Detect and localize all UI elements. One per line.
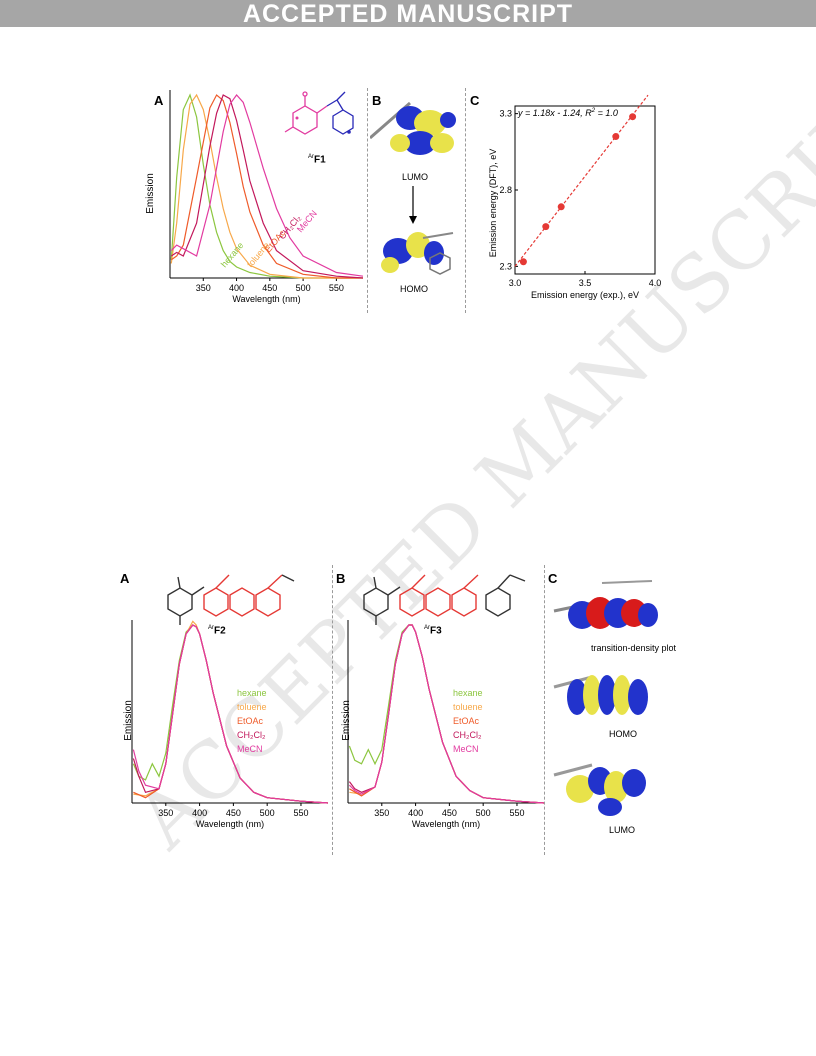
figure-2: A ArF2 Emission 350 400 450 500 550 Wavelengt…	[112, 565, 702, 855]
fig2-compound-a-label: ArF2	[208, 625, 226, 637]
homo-label: HOMO	[400, 284, 428, 294]
series-line-hexane	[170, 93, 363, 279]
fig1-divider-1	[367, 88, 368, 313]
series-line-mecn	[348, 624, 545, 804]
legend-entry-hexane: hexane	[237, 688, 267, 698]
data-point	[519, 258, 527, 266]
data-point	[629, 113, 637, 121]
fig1-compound-structure	[284, 91, 354, 135]
fig2-divider-1	[332, 565, 333, 855]
legend-entry-etoac: EtOAc	[453, 716, 480, 726]
x-tick-label: 3.5	[579, 278, 592, 288]
y-tick-label: 2.8	[499, 185, 512, 195]
x-tick-label: 350	[158, 808, 173, 818]
fig1-scatter-chart: 3.0 3.5 4.0 2.3 2.8 3.3 Emission energy (exp.)…	[499, 94, 661, 300]
y-tick-label: 2.3	[499, 261, 512, 271]
series-line-toluene	[349, 624, 545, 804]
fig1-a-ylabel: Emission	[144, 173, 156, 214]
x-tick-label: 500	[476, 808, 491, 818]
fig2-divider-2	[544, 565, 545, 855]
x-tick-label: 400	[408, 808, 423, 818]
series-line-toluene	[170, 93, 363, 279]
series-line-etoac	[349, 624, 545, 804]
series-line-ch2cl2	[170, 94, 364, 279]
accepted-manuscript-banner: ACCEPTED MANUSCRIPT	[0, 0, 816, 28]
fig2-panel-a-label: A	[120, 571, 130, 586]
x-tick-label: 550	[329, 283, 344, 293]
fig1-divider-2	[465, 88, 466, 313]
series-line-hexane	[348, 624, 545, 804]
legend-entry-toluene: toluene	[237, 702, 267, 712]
x-axis-label: Wavelength (nm)	[232, 294, 300, 304]
lumo-label: LUMO	[402, 172, 429, 182]
legend-entry-ch2cl2: CH₂Cl₂	[453, 730, 482, 740]
y-tick-label: 3.3	[499, 109, 512, 119]
data-point	[612, 133, 620, 141]
tdp-label: transition-density plot	[591, 643, 677, 653]
data-point	[542, 223, 550, 231]
fig2-lumo-orbital-image	[553, 763, 646, 816]
fig2-lumo-label: LUMO	[609, 825, 636, 835]
figure-1: A Emission 350 400 450 500 550 Wavelength (nm…	[140, 88, 680, 318]
legend-entry-etoac: EtOAc	[237, 716, 264, 726]
fig1-panel-b-label: B	[372, 93, 382, 108]
fig2-homo-label: HOMO	[609, 729, 637, 739]
homo-orbital-image	[381, 232, 454, 275]
x-tick-label: 500	[260, 808, 275, 818]
legend-entry-toluene: toluene	[453, 702, 483, 712]
x-tick-label: 400	[192, 808, 207, 818]
fig2-a-emission-chart: 350 400 450 500 550 Wavelength (nm) hexane tolu…	[131, 620, 329, 829]
x-tick-label: 4.0	[649, 278, 662, 288]
x-tick-label: 550	[509, 808, 524, 818]
x-axis-label: Wavelength (nm)	[196, 819, 264, 829]
fig2-compound-b-label: ArF3	[424, 625, 442, 637]
series-line-ch2cl2	[348, 624, 545, 804]
legend-entry-mecn: MeCN	[237, 744, 263, 754]
fig1-panel-c-label: C	[470, 93, 480, 108]
x-tick-label: 450	[442, 808, 457, 818]
fig1-panel-a-label: A	[154, 93, 164, 108]
fig1-c-equation: y = 1.18x - 1.24, R2 = 1.0	[518, 108, 618, 118]
x-tick-label: 350	[374, 808, 389, 818]
x-axis-label: Wavelength (nm)	[412, 819, 480, 829]
x-tick-label: 3.0	[509, 278, 522, 288]
lumo-orbital-image	[370, 101, 456, 155]
x-axis-label: Emission energy (exp.), eV	[531, 290, 639, 300]
x-tick-label: 350	[196, 283, 211, 293]
series-line-mecn	[132, 624, 329, 804]
fit-line	[514, 94, 649, 267]
fig2-panel-b-label: B	[336, 571, 346, 586]
legend-entry-mecn: MeCN	[453, 744, 479, 754]
fig2-compound-a-structure	[167, 574, 295, 625]
legend-entry-ch2cl2: CH₂Cl₂	[237, 730, 266, 740]
x-tick-label: 500	[296, 283, 311, 293]
legend-entry-hexane: hexane	[453, 688, 483, 698]
x-tick-label: 450	[262, 283, 277, 293]
arrow-down-icon	[409, 186, 417, 224]
fig2-panel-c-label: C	[548, 571, 558, 586]
data-point	[557, 203, 565, 211]
fig2-b-emission-chart: 350 400 450 500 550 Wavelength (nm) hexane tolu…	[347, 620, 545, 829]
series-line-mecn	[170, 94, 364, 277]
x-tick-label: 550	[293, 808, 308, 818]
x-tick-label: 400	[229, 283, 244, 293]
fig2-homo-orbital-image	[553, 675, 648, 715]
plot-frame	[514, 105, 656, 275]
x-tick-label: 450	[226, 808, 241, 818]
fig2-compound-b-structure	[363, 574, 526, 625]
series-line-etoac	[170, 94, 363, 279]
fig1-compound-label: ArF1	[308, 154, 326, 166]
transition-density-image	[553, 580, 658, 629]
